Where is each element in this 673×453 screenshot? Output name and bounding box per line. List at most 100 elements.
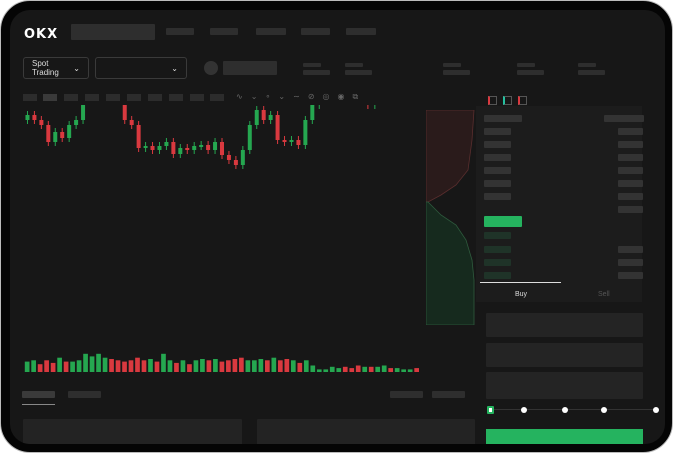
last-price-badge xyxy=(484,216,522,227)
leverage-slider-track[interactable] xyxy=(490,409,658,410)
candle xyxy=(261,110,266,120)
volume-bar xyxy=(109,359,114,372)
price-input[interactable] xyxy=(486,313,643,337)
volume-bar xyxy=(297,362,303,372)
filter-button[interactable] xyxy=(390,391,423,398)
candle xyxy=(122,105,127,120)
candle xyxy=(136,125,141,148)
stat-label xyxy=(578,63,596,67)
candle xyxy=(254,110,259,125)
order-book-cell xyxy=(618,167,643,174)
orderbook-view-icons[interactable] xyxy=(488,92,527,110)
coin-icon xyxy=(204,61,218,75)
buy-tab-indicator xyxy=(480,282,561,283)
interval-button[interactable] xyxy=(190,94,204,101)
leverage-slider-handle[interactable] xyxy=(487,406,494,414)
orders-tab[interactable] xyxy=(22,391,55,398)
volume-bar xyxy=(258,359,264,372)
history-tab[interactable] xyxy=(68,391,101,398)
interval-button[interactable] xyxy=(169,94,183,101)
volume-bar xyxy=(76,360,82,372)
amount-input[interactable] xyxy=(486,343,643,367)
volume-bar xyxy=(271,357,277,372)
slider-step[interactable] xyxy=(653,407,659,413)
volume-bar xyxy=(303,360,309,372)
volume-bar xyxy=(323,369,329,372)
nav-item[interactable] xyxy=(346,28,376,35)
candle xyxy=(185,148,190,150)
spot-trading-select[interactable]: Spot Trading ⌄ xyxy=(23,57,89,79)
candle xyxy=(303,120,308,145)
slider-step[interactable] xyxy=(601,407,607,413)
pair-select[interactable]: ⌄ xyxy=(95,57,187,79)
volume-bar xyxy=(355,365,361,372)
price-placeholder xyxy=(223,61,277,75)
order-book-cell xyxy=(618,272,643,279)
order-book-cell xyxy=(618,246,643,253)
interval-button[interactable] xyxy=(23,94,37,101)
volume-bar xyxy=(394,368,400,372)
buy-tab[interactable]: Buy xyxy=(515,291,528,298)
panel-card xyxy=(23,419,242,444)
sell-tab[interactable]: Sell xyxy=(598,291,610,298)
volume-bar xyxy=(174,362,179,372)
candlestick-chart[interactable] xyxy=(10,105,480,375)
candle xyxy=(206,145,211,150)
interval-button[interactable] xyxy=(85,94,99,101)
search-placeholder[interactable] xyxy=(71,24,155,40)
slider-step[interactable] xyxy=(562,407,568,413)
volume-bar xyxy=(63,361,69,372)
chevron-down-icon: ⌄ xyxy=(73,63,80,73)
volume-bar xyxy=(37,364,43,372)
volume-bar xyxy=(277,360,283,372)
volume-bar xyxy=(232,359,238,372)
filter-button[interactable] xyxy=(432,391,465,398)
nav-item[interactable] xyxy=(301,28,330,35)
bids-only-icon[interactable] xyxy=(503,96,512,105)
interval-button[interactable] xyxy=(64,94,78,101)
chevron-down-icon: ⌄ xyxy=(171,63,178,73)
volume-bar xyxy=(381,365,387,372)
candle xyxy=(268,115,273,120)
total-input[interactable] xyxy=(486,372,643,399)
volume-bar xyxy=(141,360,147,372)
okx-logo: OKX xyxy=(24,27,59,42)
candle xyxy=(178,148,183,154)
nav-item[interactable] xyxy=(210,28,238,35)
volume-bar xyxy=(193,360,199,372)
candle xyxy=(53,132,58,142)
volume-bar xyxy=(102,357,108,372)
candle xyxy=(32,115,37,120)
drawing-tools-icons[interactable]: ∿⌄∘⌄∼⊘◎◉⧉ xyxy=(236,92,367,101)
buy-submit-button[interactable] xyxy=(486,429,643,444)
both-sides-icon[interactable] xyxy=(488,96,497,105)
stat-label xyxy=(517,63,535,67)
order-book-cell xyxy=(484,246,511,253)
order-book-cell xyxy=(618,206,643,213)
order-book-cell xyxy=(484,128,511,135)
nav-item[interactable] xyxy=(166,28,194,35)
candle xyxy=(171,142,176,154)
interval-button[interactable] xyxy=(43,94,57,101)
candle xyxy=(282,140,287,142)
stat-value xyxy=(443,70,470,75)
slider-step[interactable] xyxy=(521,407,527,413)
interval-button[interactable] xyxy=(148,94,162,101)
interval-button[interactable] xyxy=(210,94,224,101)
volume-bar xyxy=(329,366,335,372)
interval-button[interactable] xyxy=(106,94,120,101)
volume-bar xyxy=(388,368,394,372)
candle xyxy=(46,125,51,142)
volume-bar xyxy=(187,364,192,372)
volume-bar xyxy=(284,359,290,372)
asks-only-icon[interactable] xyxy=(518,96,527,105)
candle xyxy=(81,105,86,120)
volume-bar xyxy=(44,360,49,372)
interval-button[interactable] xyxy=(127,94,141,101)
volume-bar xyxy=(213,359,218,372)
depth-chart xyxy=(426,110,475,325)
candle xyxy=(275,115,280,140)
candle xyxy=(60,132,65,138)
volume-bar xyxy=(290,360,296,372)
nav-item[interactable] xyxy=(256,28,286,35)
